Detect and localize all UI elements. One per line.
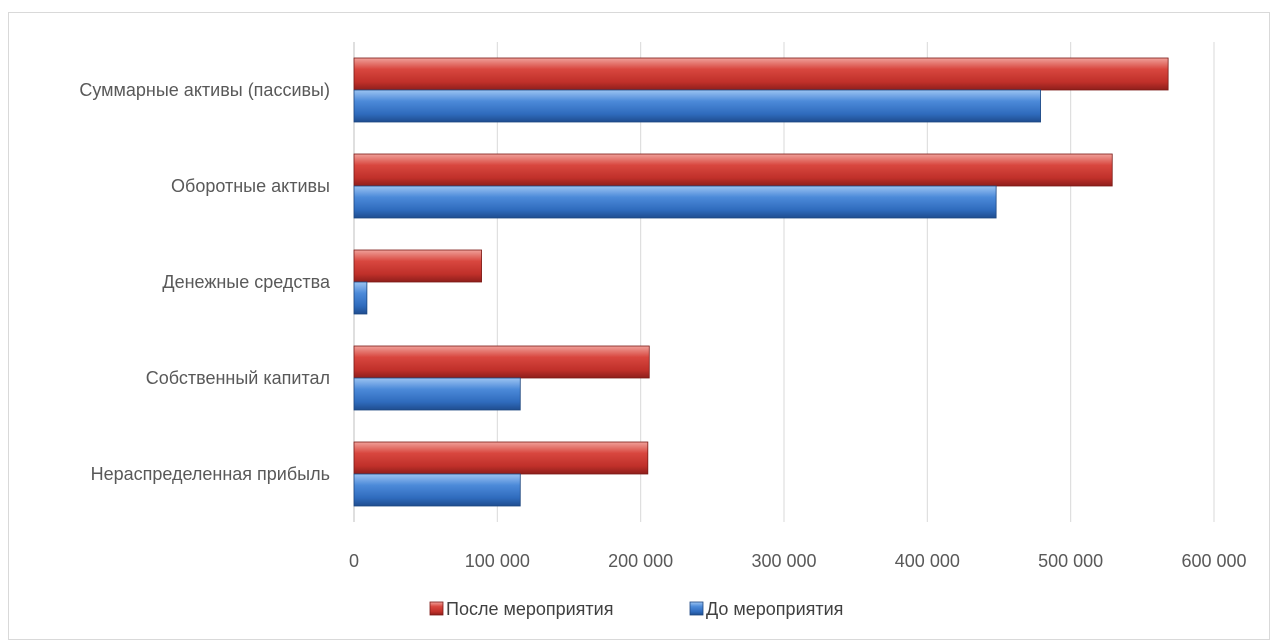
category-label: Оборотные активы [171, 176, 330, 196]
category-label: Денежные средства [162, 272, 331, 292]
bar-after [353, 57, 1169, 91]
bar-after [353, 345, 650, 379]
x-tick-label: 100 000 [465, 551, 530, 571]
legend-label: После мероприятия [446, 599, 613, 619]
bar-before [353, 281, 368, 315]
bar-after [353, 249, 482, 283]
x-tick-label: 0 [349, 551, 359, 571]
legend-swatch [689, 601, 704, 616]
bar-before [353, 473, 521, 507]
bar-before [353, 185, 997, 219]
bar-after [353, 153, 1113, 187]
x-tick-label: 600 000 [1181, 551, 1246, 571]
x-tick-label: 200 000 [608, 551, 673, 571]
legend-swatch [429, 601, 444, 616]
legend-label: До мероприятия [706, 599, 843, 619]
category-label: Собственный капитал [146, 368, 330, 388]
bar-before [353, 377, 521, 411]
bar-after [353, 441, 649, 475]
legend: После мероприятия До мероприятия [429, 599, 843, 619]
x-axis-tick-labels: 0 100 000 200 000 300 000 400 000 500 000 600 … [349, 551, 1247, 571]
category-label: Суммарные активы (пассивы) [79, 80, 330, 100]
x-tick-label: 500 000 [1038, 551, 1103, 571]
x-tick-label: 300 000 [751, 551, 816, 571]
category-labels: Суммарные активы (пассивы) Оборотные акти… [79, 80, 331, 484]
x-tick-label: 400 000 [895, 551, 960, 571]
category-label: Нераспределенная прибыль [91, 464, 330, 484]
bar-before [353, 89, 1041, 123]
bars [353, 57, 1169, 507]
